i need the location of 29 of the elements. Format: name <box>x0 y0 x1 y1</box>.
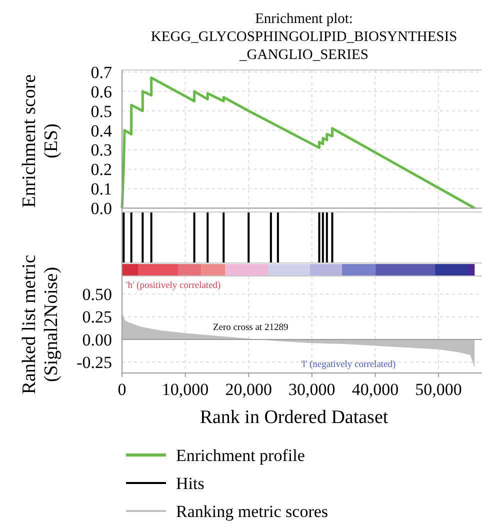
y-axis-title: Ranked list metric (Signal2Noise) <box>19 254 62 394</box>
y-tick-label: 0.1 <box>90 180 112 199</box>
y-tick-label: -0.25 <box>76 353 112 372</box>
y-tick-label: 0.4 <box>90 121 112 140</box>
annotation: 'h' (positively correlated) <box>126 281 221 291</box>
x-tick-label: 30,000 <box>288 380 336 399</box>
y-tick-label: 0.25 <box>82 308 112 327</box>
y-tick-label: 0.6 <box>90 82 112 102</box>
y-tick-label: 0.2 <box>90 160 112 180</box>
x-tick-label: 40,000 <box>352 380 399 399</box>
annotation: Zero cross at 21289 <box>213 323 288 333</box>
line-series <box>120 76 476 210</box>
legend-label: Enrichment profile <box>176 446 305 465</box>
annotation: 'l' (negatively correlated) <box>301 360 396 370</box>
legend-label: Hits <box>176 474 204 493</box>
y-tick-label: 0.00 <box>82 330 112 350</box>
y-tick-label: 0.50 <box>82 285 112 304</box>
x-tick-label: 20,000 <box>225 380 272 399</box>
x-axis-title: Rank in Ordered Dataset <box>200 407 389 428</box>
y-axis-title: Enrichment score (ES) <box>19 74 62 208</box>
y-tick-label: 0.5 <box>90 102 112 121</box>
x-tick-label: 0 <box>118 380 126 399</box>
y-tick-label: 0.7 <box>90 62 112 82</box>
legend-label: Ranking metric scores <box>176 502 328 521</box>
y-tick-label: 0.3 <box>90 140 112 160</box>
chart-title: Enrichment plot: KEGG_GLYCOSPHINGOLIPID_BIOSYNTHESIS _GANGLIO_SERIES <box>150 11 458 63</box>
x-tick-label: 50,000 <box>415 380 462 399</box>
y-tick-label: 0.0 <box>90 199 112 218</box>
x-tick-label: 10,000 <box>162 380 209 399</box>
